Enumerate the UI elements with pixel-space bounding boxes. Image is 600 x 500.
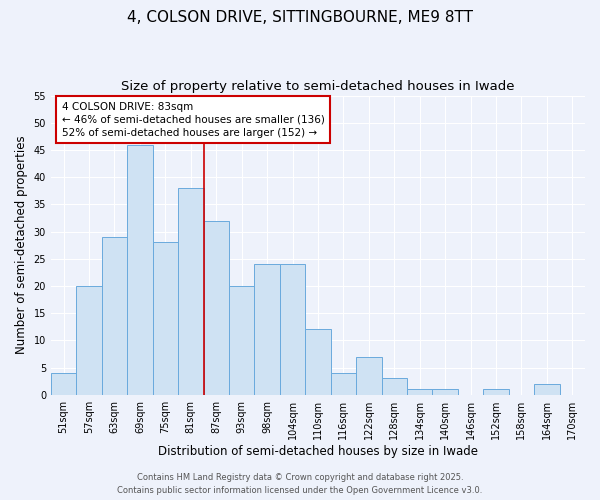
Bar xyxy=(254,264,280,394)
Bar xyxy=(433,390,458,394)
Bar xyxy=(331,373,356,394)
Text: Contains HM Land Registry data © Crown copyright and database right 2025.
Contai: Contains HM Land Registry data © Crown c… xyxy=(118,474,482,495)
Bar xyxy=(178,188,203,394)
Title: Size of property relative to semi-detached houses in Iwade: Size of property relative to semi-detach… xyxy=(121,80,515,93)
Bar xyxy=(305,330,331,394)
Bar xyxy=(280,264,305,394)
Bar xyxy=(127,144,152,394)
Bar xyxy=(229,286,254,395)
Text: 4, COLSON DRIVE, SITTINGBOURNE, ME9 8TT: 4, COLSON DRIVE, SITTINGBOURNE, ME9 8TT xyxy=(127,10,473,25)
Bar xyxy=(407,390,433,394)
Bar xyxy=(203,220,229,394)
Text: 4 COLSON DRIVE: 83sqm
← 46% of semi-detached houses are smaller (136)
52% of sem: 4 COLSON DRIVE: 83sqm ← 46% of semi-deta… xyxy=(62,102,325,138)
Y-axis label: Number of semi-detached properties: Number of semi-detached properties xyxy=(15,136,28,354)
X-axis label: Distribution of semi-detached houses by size in Iwade: Distribution of semi-detached houses by … xyxy=(158,444,478,458)
Bar xyxy=(76,286,102,395)
Bar xyxy=(51,373,76,394)
Bar xyxy=(152,242,178,394)
Bar xyxy=(382,378,407,394)
Bar xyxy=(483,390,509,394)
Bar xyxy=(534,384,560,394)
Bar xyxy=(102,237,127,394)
Bar xyxy=(356,356,382,395)
